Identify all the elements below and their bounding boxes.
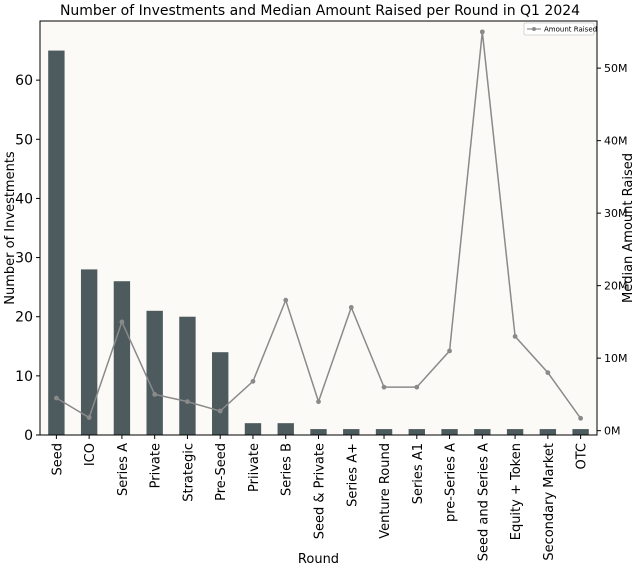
line-point xyxy=(53,395,59,401)
bar xyxy=(48,50,65,435)
left-axis: 0 10 20 30 40 50 60 xyxy=(15,73,40,444)
x-tick-label: Priivate xyxy=(247,443,262,492)
line-point xyxy=(119,319,125,325)
line-point xyxy=(381,384,387,390)
x-tick-label: ICO xyxy=(83,443,98,466)
bar xyxy=(277,423,294,435)
x-tick-label: Series A xyxy=(116,443,131,496)
line-point xyxy=(86,415,92,420)
bar xyxy=(539,429,557,435)
bar xyxy=(179,316,196,435)
bar-series xyxy=(48,50,589,435)
y2-axis-label: Median Amount Raised xyxy=(621,153,636,303)
line-point xyxy=(283,297,289,303)
line-point xyxy=(479,29,485,35)
x-tick-label: Secondary Market xyxy=(542,443,557,561)
right-axis: 0M 10M 20M 30M 40M 50M xyxy=(597,62,628,438)
bar xyxy=(474,429,491,435)
x-tick-label: Strategic xyxy=(181,443,196,502)
y-tick-label: 30 xyxy=(15,251,33,267)
x-tick-label: Pre-Seed xyxy=(214,443,229,501)
legend: Amount Raised xyxy=(523,22,597,36)
line-point xyxy=(316,399,321,405)
bar xyxy=(408,429,425,435)
y2-tick-label: 50M xyxy=(604,62,628,75)
x-tick-label: Equity + Token xyxy=(509,443,524,540)
bar xyxy=(244,423,262,435)
line-point xyxy=(185,399,190,405)
y-tick-label: 50 xyxy=(15,132,33,148)
bar xyxy=(310,429,327,435)
x-tick-label: Seed and Series A xyxy=(476,443,491,561)
y-axis-label: Number of Investments xyxy=(3,151,18,305)
y-tick-label: 10 xyxy=(15,369,33,385)
bar xyxy=(212,352,229,435)
x-tick-label: OTC xyxy=(575,443,590,470)
x-tick-label: Venture Round xyxy=(378,443,393,539)
bar xyxy=(80,269,98,435)
y2-tick-label: 0M xyxy=(604,425,621,438)
line-point xyxy=(578,415,584,421)
bar xyxy=(375,429,393,435)
y2-tick-label: 40M xyxy=(604,135,628,148)
line-point xyxy=(348,304,354,310)
y-tick-label: 40 xyxy=(15,191,33,207)
x-axis-label: Round xyxy=(298,552,339,567)
line-point xyxy=(250,378,256,384)
legend-label: Amount Raised xyxy=(544,26,597,34)
bar xyxy=(113,281,131,435)
line-point xyxy=(152,391,158,397)
line-point xyxy=(512,333,518,339)
y2-tick-label: 10M xyxy=(604,352,628,365)
bar xyxy=(343,429,360,435)
bar xyxy=(506,429,524,435)
line-series xyxy=(53,29,584,421)
x-tick-label: Seed xyxy=(50,443,65,476)
legend-box xyxy=(523,22,595,36)
y2-tick-label: 20M xyxy=(604,280,628,293)
bar xyxy=(146,310,163,435)
x-tick-label: Series A1 xyxy=(411,443,426,504)
plot-frame xyxy=(39,20,598,436)
legend-dot-marker xyxy=(532,27,536,31)
bar xyxy=(441,429,458,435)
bar xyxy=(572,429,589,435)
y2-tick-label: 30M xyxy=(604,207,628,220)
x-tick-label: pre-Series A xyxy=(444,443,459,522)
x-tick-label: Seed & Private xyxy=(313,443,328,539)
x-tick-label: Series B xyxy=(280,443,295,496)
line-point xyxy=(217,408,223,414)
x-axis: Seed ICO Series A Private Strategic Pre-Seed P… xyxy=(50,435,590,561)
y-tick-label: 0 xyxy=(24,428,33,444)
y-tick-label: 60 xyxy=(15,73,33,89)
y-tick-label: 20 xyxy=(15,310,33,326)
x-tick-label: Series A+ xyxy=(345,443,360,507)
x-tick-label: Private xyxy=(149,443,164,488)
line-point xyxy=(545,370,551,376)
line-point xyxy=(414,384,420,390)
chart-title: Number of Investments and Median Amount … xyxy=(60,3,580,19)
line-point xyxy=(447,348,452,354)
